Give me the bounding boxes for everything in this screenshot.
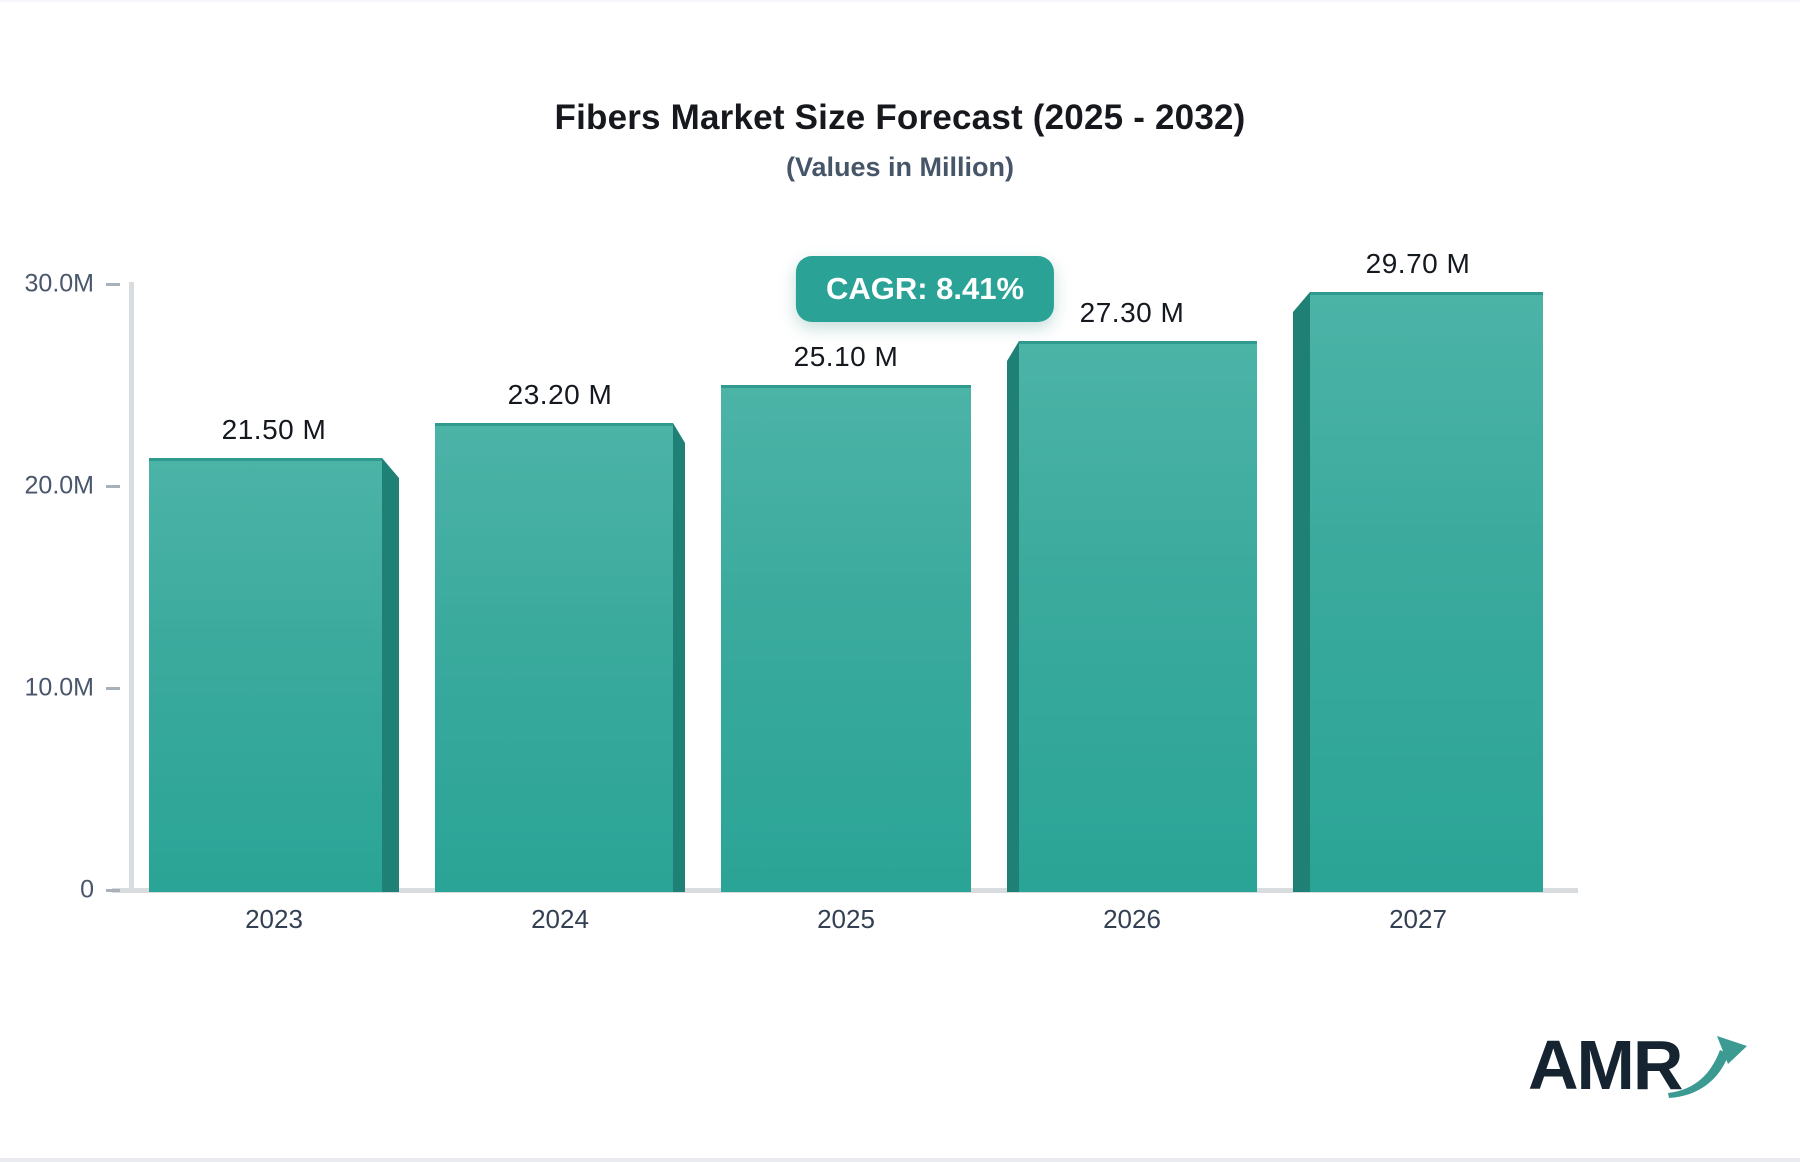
bar-fill-2023: [149, 458, 382, 892]
bar-value-label-2027: 29.70 M: [1365, 248, 1471, 279]
xtick-label-2024: 2024: [531, 904, 589, 934]
bar-fill-2024: [435, 423, 673, 892]
bar-2027: [1293, 292, 1543, 892]
bar-2026: [1007, 341, 1257, 892]
ytick-label-30.0M: 30.0M: [24, 269, 94, 298]
amr-logo: AMR: [1528, 1030, 1749, 1106]
xtick-label-2023: 2023: [245, 904, 303, 934]
bar-2024: [435, 423, 685, 892]
amr-logo-text: AMR: [1528, 1026, 1683, 1104]
ytick-dash-30.0M: [106, 283, 120, 286]
ytick-label-0: 0: [80, 875, 94, 904]
bar-fill-2026: [1019, 341, 1257, 892]
bar-side-face-2026: [1007, 341, 1019, 892]
bar-side-face-2027: [1293, 292, 1310, 892]
ytick-dash-10.0M: [106, 687, 120, 690]
xtick-label-2027: 2027: [1389, 904, 1447, 934]
bar-value-label-2026: 27.30 M: [1079, 297, 1185, 328]
bar-side-face-2024: [673, 423, 685, 892]
ytick-dash-0: [106, 889, 120, 892]
ytick-label-10.0M: 10.0M: [24, 673, 94, 702]
chart-subtitle: (Values in Million): [785, 152, 1015, 182]
bar-value-label-2024: 23.20 M: [507, 379, 613, 410]
ytick-label-20.0M: 20.0M: [24, 471, 94, 500]
growth-arrow-icon: [1668, 1036, 1748, 1098]
cagr-badge: CAGR: 8.41%: [795, 256, 1055, 322]
bar-side-face-2023: [382, 458, 399, 892]
y-axis: [129, 282, 134, 893]
xtick-label-2026: 2026: [1103, 904, 1161, 934]
bar-fill-2025: [721, 385, 971, 892]
bar-value-label-2023: 21.50 M: [221, 414, 327, 445]
bar-2023: [149, 458, 399, 892]
bar-fill-2027: [1310, 292, 1543, 892]
xtick-label-2025: 2025: [817, 904, 875, 934]
page-title: Fibers Market Size Forecast (2025 - 2032…: [554, 98, 1246, 137]
bar-2025: [721, 385, 971, 892]
bar-value-label-2025: 25.10 M: [793, 341, 899, 372]
ytick-dash-20.0M: [106, 485, 120, 488]
